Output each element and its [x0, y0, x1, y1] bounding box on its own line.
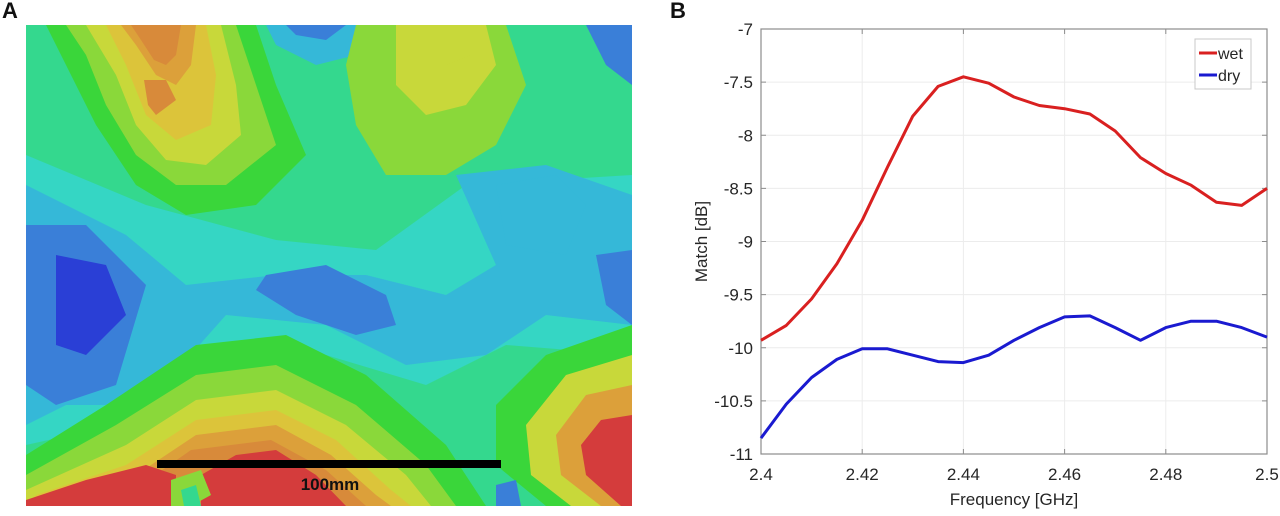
- contour-red-bottomright: [581, 415, 632, 506]
- contour-deep-blue-left: [56, 255, 126, 355]
- series-line-dry: [759, 314, 1268, 439]
- y-tick-label: -7.5: [724, 73, 753, 92]
- scale-bar-label: 100mm: [300, 475, 360, 494]
- y-tick-label: -8.5: [724, 179, 753, 198]
- contour-blue-bottom-spot: [496, 480, 521, 506]
- y-tick-label: -8: [738, 126, 753, 145]
- scale-bar: [157, 460, 501, 468]
- contour-yellow-topcenter: [416, 25, 476, 65]
- contour-blue-center: [256, 265, 396, 335]
- y-tick-label: -10.5: [714, 392, 753, 411]
- y-tick-label: -11: [730, 445, 753, 464]
- contour-orange-spot: [144, 80, 176, 115]
- y-tick-label: -9.5: [724, 286, 753, 305]
- contour-blue-right: [596, 250, 632, 325]
- x-tick-label: 2.4: [749, 465, 773, 484]
- x-tick-label: 2.44: [947, 465, 980, 484]
- contour-orange-topleft: [131, 25, 181, 65]
- legend-label-dry: dry: [1218, 68, 1240, 85]
- x-axis-label: Frequency [GHz]: [950, 490, 1079, 509]
- contour-light-blue-top: [266, 25, 366, 65]
- x-tick-label: 2.48: [1149, 465, 1182, 484]
- panel-b-label: B: [670, 0, 686, 23]
- series-line-wet: [760, 75, 1268, 342]
- y-tick-label: -7: [738, 20, 753, 39]
- field-heatmap: 100mm: [26, 25, 632, 506]
- grid: [760, 28, 1268, 455]
- contour-light-blue-right: [496, 175, 586, 255]
- legend: wet dry: [1194, 38, 1252, 90]
- contour-blue-top: [286, 25, 346, 40]
- contour-blue-top-right: [586, 25, 632, 85]
- y-tick-label: -10: [728, 339, 753, 358]
- panel-a-label: A: [2, 0, 18, 23]
- legend-box: [1194, 38, 1252, 90]
- y-tick-label: -9: [738, 233, 753, 252]
- y-axis-label: Match [dB]: [692, 201, 711, 282]
- series: [759, 75, 1268, 439]
- ticks: 2.4 2.42 2.44 2.46 2.48 2.5 -7 -7.5 -8 -8.5 -9 -9.5…: [714, 20, 1279, 484]
- contour-red-bottom-left: [26, 465, 176, 506]
- x-tick-label: 2.46: [1048, 465, 1081, 484]
- x-tick-label: 2.42: [846, 465, 879, 484]
- heatmap-contours: [26, 25, 632, 506]
- x-tick-label: 2.5: [1255, 465, 1279, 484]
- contour-green-bottom-spot: [181, 485, 201, 506]
- legend-label-wet: wet: [1217, 46, 1243, 63]
